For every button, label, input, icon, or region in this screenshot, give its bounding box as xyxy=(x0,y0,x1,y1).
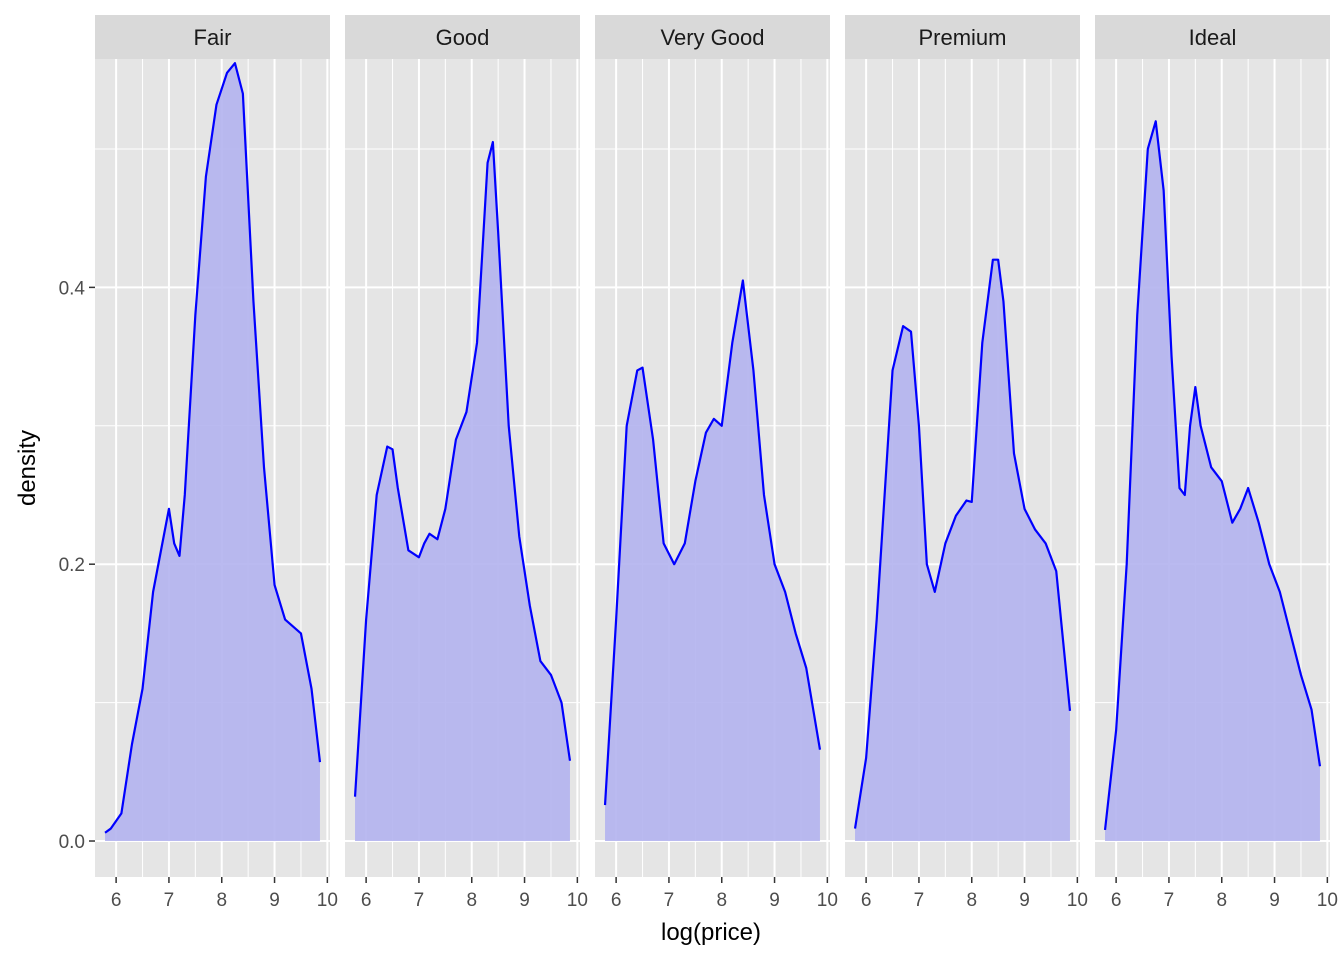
x-tick-label: 8 xyxy=(966,890,977,911)
y-axis-title: density xyxy=(14,430,41,506)
x-tick-label: 10 xyxy=(317,890,338,911)
facet-strip xyxy=(845,15,1080,59)
density-area xyxy=(855,259,1070,842)
y-tick-label: 0.4 xyxy=(59,278,86,299)
x-tick-label: 7 xyxy=(664,890,675,911)
x-tick-label: 10 xyxy=(567,890,588,911)
density-area xyxy=(355,142,570,842)
density-line xyxy=(1103,120,1322,831)
density-area xyxy=(105,63,320,842)
x-tick-label: 7 xyxy=(164,890,175,911)
x-tick-label: 6 xyxy=(861,890,872,911)
x-tick-label: 6 xyxy=(611,890,622,911)
facet-panel: Good 6 7 8 9 10 xyxy=(345,15,588,911)
x-tick-label: 10 xyxy=(817,890,838,911)
x-tick-label: 9 xyxy=(769,890,780,911)
x-tick-label: 8 xyxy=(216,890,227,911)
x-tick-label: 9 xyxy=(269,890,280,911)
facet-panel: Premium 6 7 8 9 10 xyxy=(845,15,1088,911)
x-tick-label: 6 xyxy=(1111,890,1122,911)
x-tick-label: 10 xyxy=(1067,890,1088,911)
facet-panel: Fair 6 7 8 9 10 xyxy=(95,15,338,911)
x-tick-label: 9 xyxy=(1269,890,1280,911)
facet-strip xyxy=(95,15,330,59)
facet-strip xyxy=(345,15,580,59)
facet-strip-label: Premium xyxy=(918,25,1006,50)
y-axis: 0.0 0.2 0.4 xyxy=(59,278,95,853)
density-line xyxy=(603,279,822,806)
facet-strip-label: Very Good xyxy=(661,25,765,50)
facet-panel: Very Good 6 7 8 9 10 xyxy=(595,15,838,911)
facet-strip-label: Good xyxy=(436,25,490,50)
density-line xyxy=(353,140,572,797)
x-tick-label: 8 xyxy=(716,890,727,911)
x-tick-label: 7 xyxy=(1164,890,1175,911)
facet-strip xyxy=(595,15,830,59)
x-tick-label: 10 xyxy=(1317,890,1338,911)
y-tick-label: 0.0 xyxy=(59,832,85,853)
x-tick-label: 7 xyxy=(414,890,425,911)
density-line xyxy=(104,62,322,834)
x-tick-label: 9 xyxy=(1019,890,1030,911)
x-axis-title: log(price) xyxy=(661,919,761,946)
facet-strip-label: Ideal xyxy=(1189,25,1237,50)
x-tick-label: 7 xyxy=(914,890,925,911)
x-tick-label: 6 xyxy=(111,890,122,911)
y-tick-label: 0.2 xyxy=(59,555,85,576)
density-area xyxy=(605,280,820,842)
facet-panel: Ideal 6 7 8 9 10 xyxy=(1095,15,1338,911)
x-tick-label: 8 xyxy=(1216,890,1227,911)
facet-strip xyxy=(1095,15,1330,59)
x-tick-label: 9 xyxy=(519,890,530,911)
x-tick-label: 6 xyxy=(361,890,372,911)
x-tick-label: 8 xyxy=(466,890,477,911)
facet-strip-label: Fair xyxy=(194,25,232,50)
density-line xyxy=(853,258,1072,829)
density-area xyxy=(1105,121,1320,842)
